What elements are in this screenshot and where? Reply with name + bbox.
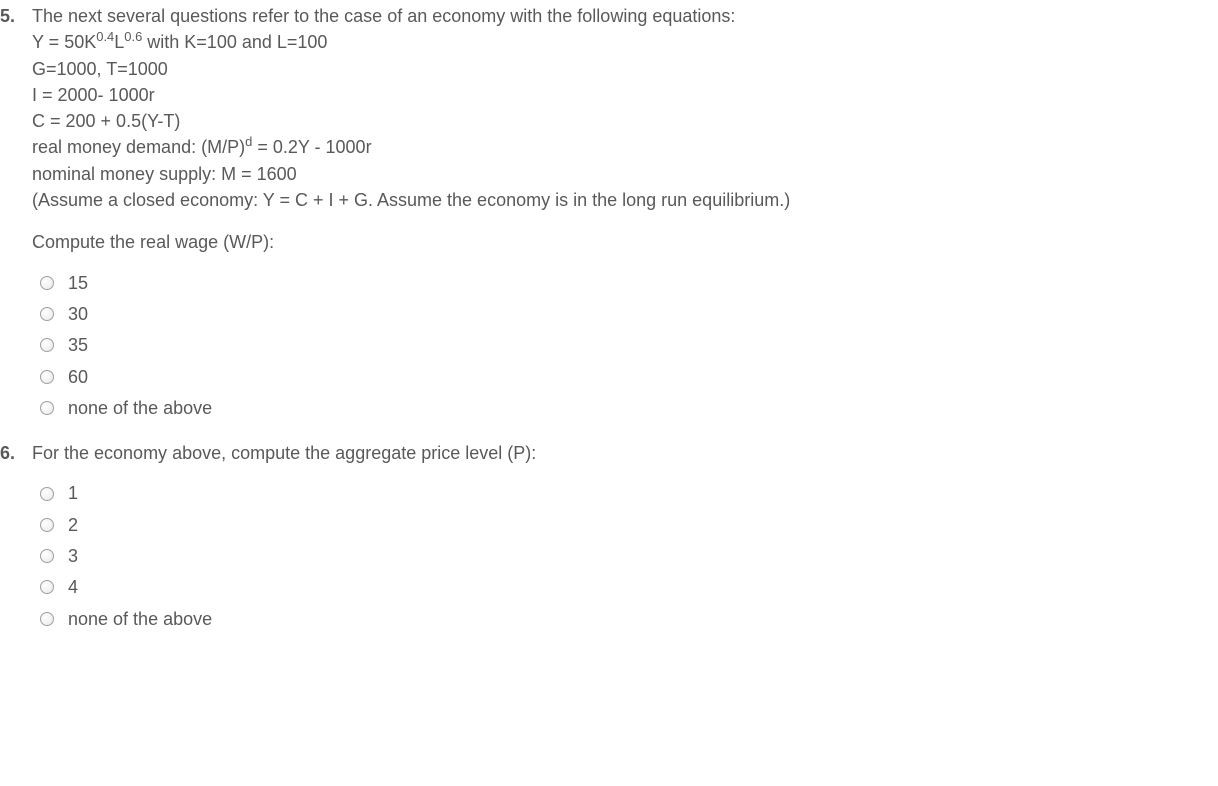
stem-line: G=1000, T=1000	[32, 57, 1218, 81]
option-label: 30	[68, 302, 88, 326]
question-number: 5.	[0, 4, 32, 28]
option-label: 3	[68, 544, 78, 568]
stem-line: (Assume a closed economy: Y = C + I + G.…	[32, 188, 1218, 212]
question: 6.For the economy above, compute the agg…	[0, 437, 1218, 648]
option: 35	[32, 329, 1218, 360]
option: 60	[32, 361, 1218, 392]
stem-line: real money demand: (M/P)d = 0.2Y - 1000r	[32, 135, 1218, 159]
stem-line: C = 200 + 0.5(Y-T)	[32, 109, 1218, 133]
option-radio[interactable]	[40, 518, 54, 532]
option-radio[interactable]	[40, 338, 54, 352]
question-number: 6.	[0, 441, 32, 465]
question: 5.The next several questions refer to th…	[0, 0, 1218, 437]
option: 15	[32, 267, 1218, 298]
option-radio[interactable]	[40, 487, 54, 501]
option-label: 15	[68, 271, 88, 295]
stem-line: Compute the real wage (W/P):	[32, 230, 1218, 254]
option-radio[interactable]	[40, 580, 54, 594]
option: 30	[32, 298, 1218, 329]
option-radio[interactable]	[40, 276, 54, 290]
option-label: 2	[68, 513, 78, 537]
option-label: none of the above	[68, 607, 212, 631]
stem-line: For the economy above, compute the aggre…	[32, 441, 1218, 465]
stem-line: Y = 50K0.4L0.6 with K=100 and L=100	[32, 30, 1218, 54]
option-label: 4	[68, 575, 78, 599]
option-label: 1	[68, 481, 78, 505]
blank-line	[32, 214, 1218, 230]
options-list: 1 2 3 4 none of the above	[32, 477, 1218, 633]
option: 4	[32, 571, 1218, 602]
option-radio[interactable]	[40, 549, 54, 563]
option-label: none of the above	[68, 396, 212, 420]
option-radio[interactable]	[40, 401, 54, 415]
option-radio[interactable]	[40, 370, 54, 384]
option-label: 35	[68, 333, 88, 357]
stem-line: The next several questions refer to the …	[32, 4, 1218, 28]
option: none of the above	[32, 392, 1218, 423]
option-radio[interactable]	[40, 307, 54, 321]
stem-line: nominal money supply: M = 1600	[32, 162, 1218, 186]
option: 2	[32, 509, 1218, 540]
option: none of the above	[32, 603, 1218, 634]
option-label: 60	[68, 365, 88, 389]
stem-line: I = 2000- 1000r	[32, 83, 1218, 107]
option: 3	[32, 540, 1218, 571]
options-list: 15 30 35 60 none of the above	[32, 267, 1218, 423]
option: 1	[32, 477, 1218, 508]
option-radio[interactable]	[40, 612, 54, 626]
question-stem: The next several questions refer to the …	[32, 4, 1218, 255]
question-stem: For the economy above, compute the aggre…	[32, 441, 1218, 465]
